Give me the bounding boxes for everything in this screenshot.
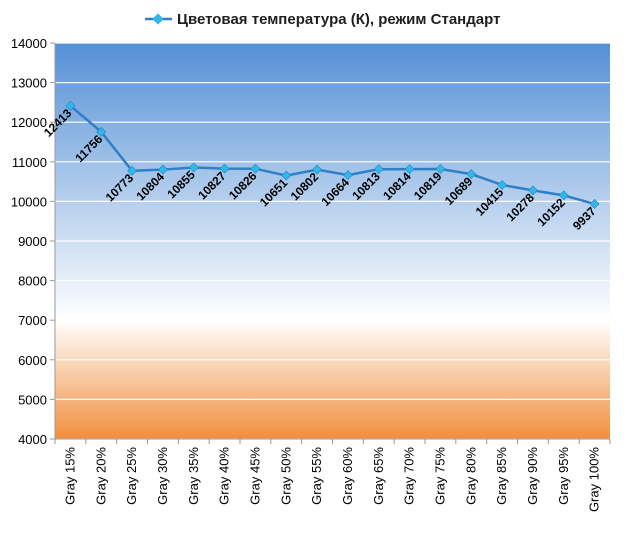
x-tick-label: Gray 80% [463, 447, 478, 505]
x-tick-label: Gray 55% [309, 447, 324, 505]
x-tick-label: Gray 50% [278, 447, 293, 505]
x-tick-label: Gray 30% [155, 447, 170, 505]
y-tick-label: 12000 [11, 115, 47, 130]
data-point [527, 185, 538, 196]
plot-bg-lower [55, 320, 610, 439]
data-point [373, 164, 384, 175]
x-tick-label: Gray 75% [432, 447, 447, 505]
gridlines [55, 42, 610, 440]
series-line [69, 104, 595, 206]
legend: Цветовая температура (К), режим Стандарт [145, 11, 500, 28]
data-point [281, 170, 292, 181]
x-tick-label: Gray 20% [93, 447, 108, 505]
y-tick-label: 8000 [18, 274, 47, 289]
y-tick-label: 9000 [18, 234, 47, 249]
y-tick-label: 4000 [18, 432, 47, 447]
x-tick-label: Gray 70% [402, 447, 417, 505]
plot-background [55, 43, 610, 439]
legend-marker-swatch [152, 13, 164, 25]
y-axis-ticks: 4000 5000 6000 7000 8000 9000 10000 11000 12000 1… [11, 36, 55, 447]
x-tick-label: Gray 100% [587, 447, 602, 512]
x-axis-ticks: Gray 15% Gray 20% Gray 25% Gray 30% Gray 35%… [54, 439, 611, 512]
data-point [188, 162, 199, 173]
x-tick-label: Gray 95% [556, 447, 571, 505]
x-tick-label: Gray 15% [62, 447, 77, 505]
data-point [497, 180, 508, 190]
data-point [435, 164, 446, 174]
series [65, 100, 600, 209]
x-tick-label: Gray 60% [340, 447, 355, 505]
plot-bg-upper [55, 43, 610, 321]
data-point [127, 165, 138, 176]
x-tick-label: Gray 85% [494, 447, 509, 505]
y-tick-label: 11000 [12, 155, 47, 170]
y-tick-label: 14000 [11, 36, 47, 51]
data-point [250, 163, 261, 174]
data-point [404, 164, 415, 175]
legend-entry-label: Цветовая температура (К), режим Стандарт [177, 11, 500, 28]
data-point [466, 169, 477, 180]
y-tick-label: 6000 [18, 353, 47, 368]
data-point [96, 126, 107, 137]
x-tick-label: Gray 40% [217, 447, 232, 505]
data-point [342, 170, 353, 181]
y-tick-label: 7000 [18, 313, 47, 328]
data-point [558, 190, 569, 201]
data-point [589, 198, 600, 209]
y-tick-label: 10000 [11, 194, 47, 209]
y-tick-label: 5000 [18, 392, 47, 407]
x-tick-label: Gray 90% [525, 447, 540, 505]
y-tick-label: 13000 [11, 76, 47, 91]
data-point [219, 163, 230, 174]
x-tick-label: Gray 35% [186, 447, 201, 505]
x-tick-label: Gray 65% [371, 447, 386, 505]
data-point [65, 100, 76, 111]
x-tick-label: Gray 25% [124, 447, 139, 505]
data-point [157, 164, 168, 175]
data-point [312, 164, 323, 175]
x-tick-label: Gray 45% [247, 447, 262, 505]
